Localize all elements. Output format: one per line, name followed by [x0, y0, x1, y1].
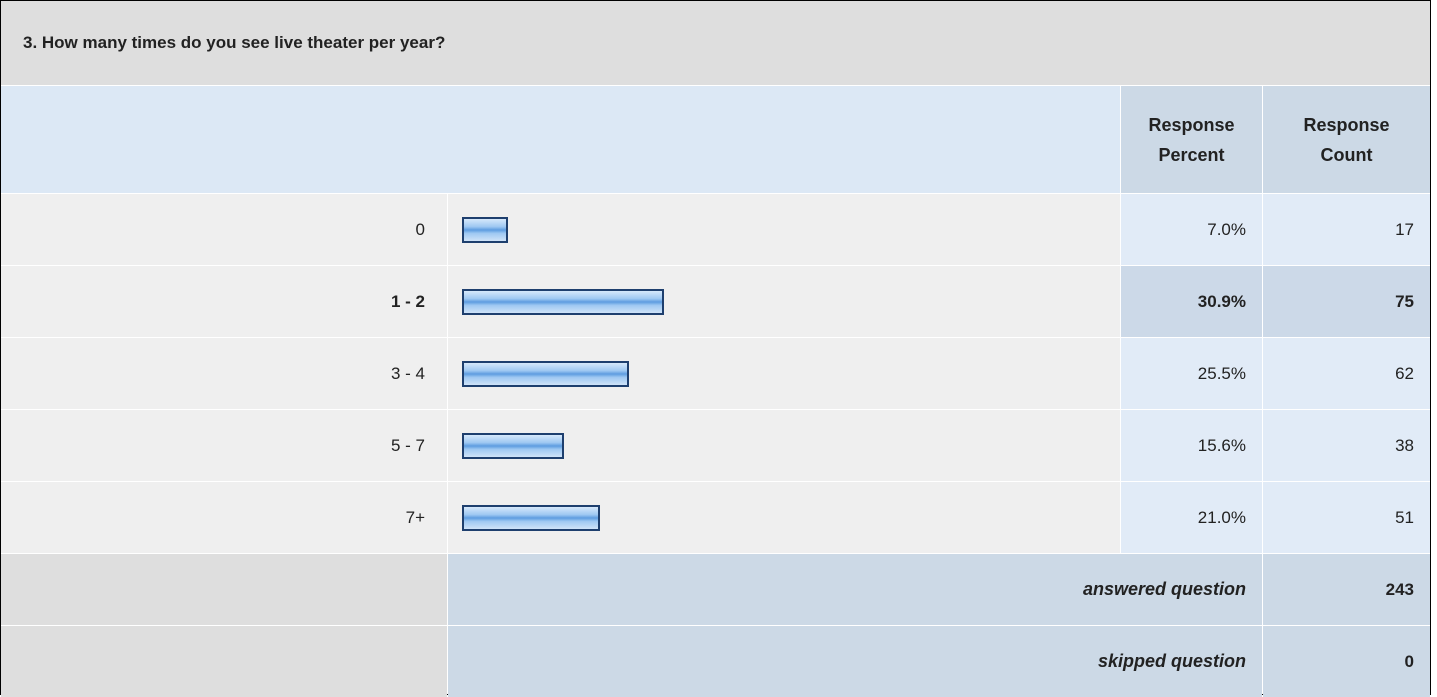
- summary-blank: [1, 554, 447, 625]
- summary-blank: [1, 626, 447, 697]
- answer-label: 3 - 4: [1, 338, 447, 409]
- summary-value: 243: [1263, 554, 1430, 625]
- count: 51: [1263, 482, 1430, 553]
- bar-cell: [448, 194, 1120, 265]
- summary-label: skipped question: [448, 626, 1262, 697]
- bar: [462, 432, 565, 459]
- percent: 7.0%: [1121, 194, 1262, 265]
- count: 62: [1263, 338, 1430, 409]
- column-header: Response Percent: [1121, 86, 1262, 193]
- bar: [462, 504, 600, 531]
- count: 38: [1263, 410, 1430, 481]
- answer-label: 7+: [1, 482, 447, 553]
- answer-label: 0: [1, 194, 447, 265]
- percent: 25.5%: [1121, 338, 1262, 409]
- percent: 21.0%: [1121, 482, 1262, 553]
- percent: 15.6%: [1121, 410, 1262, 481]
- count: 17: [1263, 194, 1430, 265]
- header-blank: [1, 86, 1120, 193]
- summary-value: 0: [1263, 626, 1430, 697]
- title: 3. How many times do you see live theate…: [1, 1, 1430, 85]
- bar: [462, 360, 630, 387]
- answer-label: 5 - 7: [1, 410, 447, 481]
- percent: 30.9%: [1121, 266, 1262, 337]
- bar: [462, 216, 508, 243]
- summary-label: answered question: [448, 554, 1262, 625]
- bar: [462, 288, 665, 315]
- column-header: Response Count: [1263, 86, 1430, 193]
- answer-label: 1 - 2: [1, 266, 447, 337]
- count: 75: [1263, 266, 1430, 337]
